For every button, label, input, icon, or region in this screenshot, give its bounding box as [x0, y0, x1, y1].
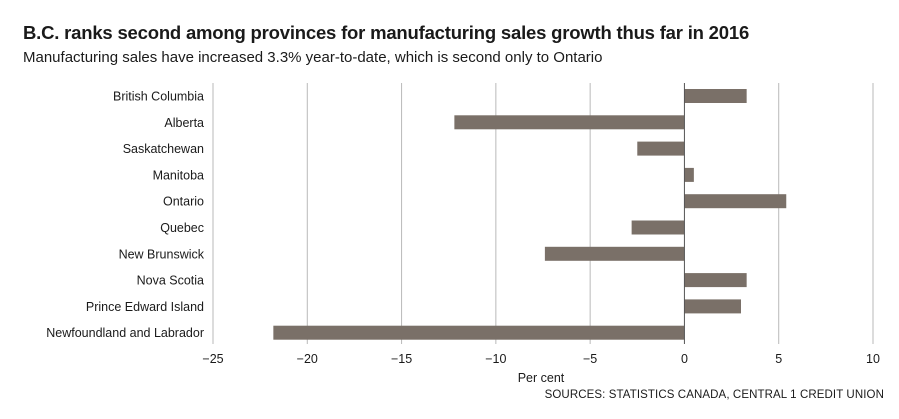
- x-tick-label: 0: [681, 352, 688, 366]
- x-tick-label: −20: [297, 352, 318, 366]
- bar: [544, 246, 685, 261]
- x-axis-label: Per cent: [518, 371, 565, 385]
- category-label: Newfoundland and Labrador: [46, 326, 204, 340]
- category-labels: British Columbia Alberta Saskatchewan Manit…: [46, 90, 205, 341]
- category-label: Saskatchewan: [123, 142, 204, 156]
- x-tick-label: −25: [202, 352, 223, 366]
- chart-title: B.C. ranks second among provinces for ma…: [23, 22, 750, 43]
- bar: [684, 167, 694, 182]
- bar: [454, 115, 685, 130]
- bar: [631, 220, 685, 235]
- x-tick-label: −15: [391, 352, 412, 366]
- grid-lines: [212, 83, 874, 344]
- category-label: British Columbia: [113, 90, 204, 104]
- x-tick-label: −5: [583, 352, 597, 366]
- source-note: SOURCES: STATISTICS CANADA, CENTRAL 1 CR…: [544, 389, 884, 401]
- category-label: Manitoba: [153, 168, 204, 182]
- bar: [684, 273, 747, 288]
- x-tick-labels: −25 −20 −15 −10 −5 0 5 10: [202, 352, 880, 366]
- category-label: Quebec: [160, 221, 204, 235]
- category-label: Prince Edward Island: [86, 300, 204, 314]
- category-label: Alberta: [164, 116, 204, 130]
- bar: [684, 194, 787, 209]
- x-tick-label: 5: [775, 352, 782, 366]
- category-label: New Brunswick: [119, 247, 205, 261]
- category-label: Ontario: [163, 195, 204, 209]
- bars: [273, 89, 787, 340]
- bar: [684, 89, 747, 103]
- x-tick-label: −10: [485, 352, 506, 366]
- x-tick-label: 10: [866, 352, 880, 366]
- bar: [637, 141, 685, 156]
- chart-subtitle: Manufacturing sales have increased 3.3% …: [23, 49, 603, 66]
- bar: [684, 299, 741, 314]
- bar: [273, 325, 685, 340]
- category-label: Nova Scotia: [137, 274, 204, 288]
